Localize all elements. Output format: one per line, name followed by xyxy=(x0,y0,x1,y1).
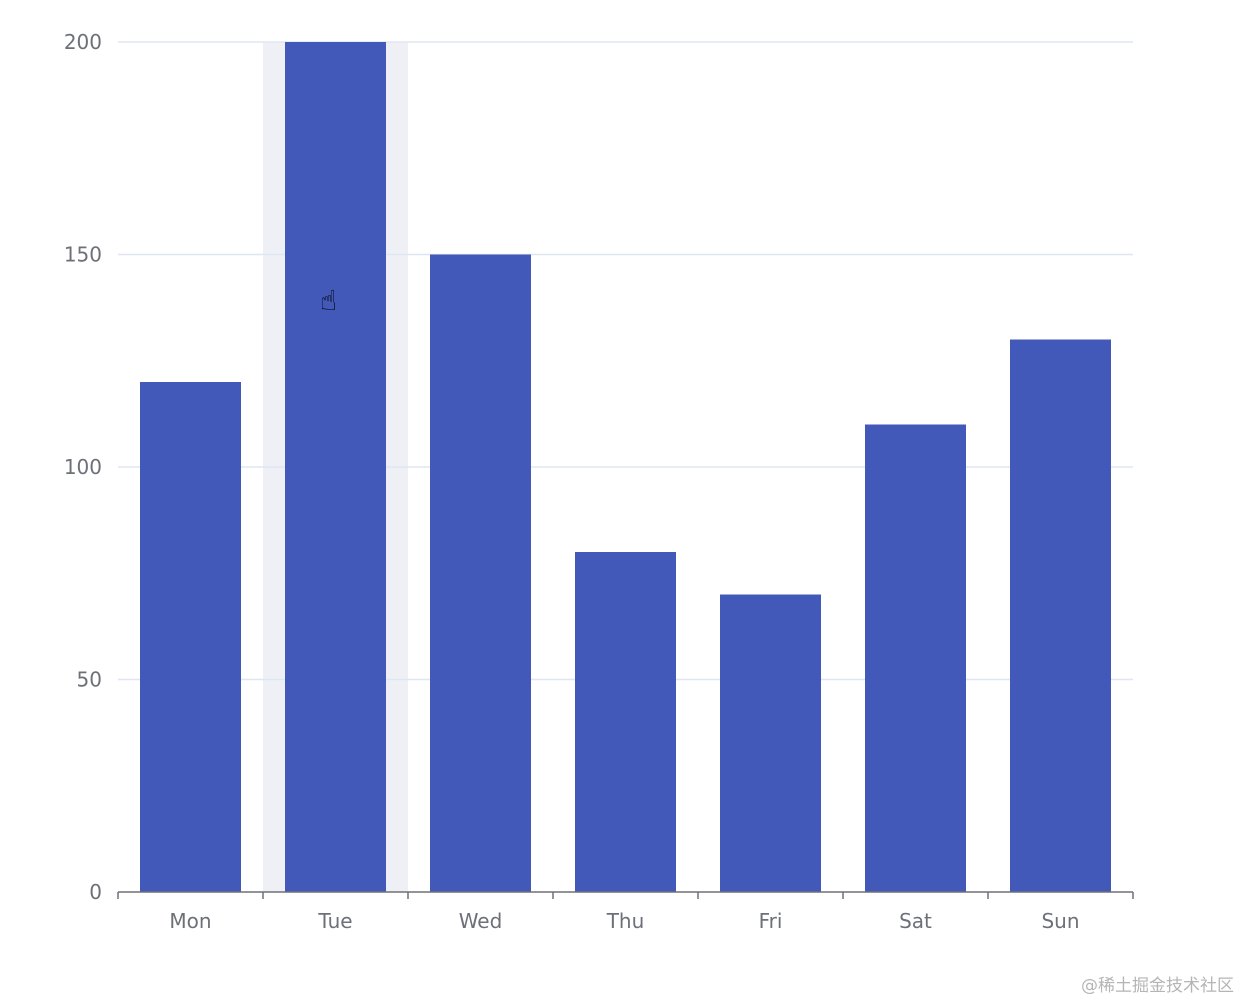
x-tick-label: Fri xyxy=(759,909,783,933)
bar-wed[interactable] xyxy=(430,254,531,893)
y-tick-label: 200 xyxy=(64,30,102,54)
bar-sun[interactable] xyxy=(1010,339,1111,893)
bar-fri[interactable] xyxy=(720,594,821,893)
x-tick-label: Mon xyxy=(169,909,211,933)
hand-pointer-icon: ☝ xyxy=(320,284,338,317)
x-tick-label: Tue xyxy=(317,909,352,933)
x-tick-label: Sun xyxy=(1041,909,1079,933)
y-tick-label: 100 xyxy=(64,455,102,479)
bar-thu[interactable] xyxy=(575,552,676,892)
y-tick-label: 50 xyxy=(77,668,102,692)
bar-mon[interactable] xyxy=(140,382,241,892)
watermark: @稀土掘金技术社区 xyxy=(1081,976,1234,996)
y-tick-label: 0 xyxy=(89,880,102,904)
x-tick-label: Wed xyxy=(459,909,503,933)
bar-sat[interactable] xyxy=(865,424,966,893)
bar-tue[interactable] xyxy=(285,42,386,892)
x-tick-label: Thu xyxy=(606,909,645,933)
y-tick-label: 150 xyxy=(64,243,102,267)
x-tick-label: Sat xyxy=(899,909,932,933)
